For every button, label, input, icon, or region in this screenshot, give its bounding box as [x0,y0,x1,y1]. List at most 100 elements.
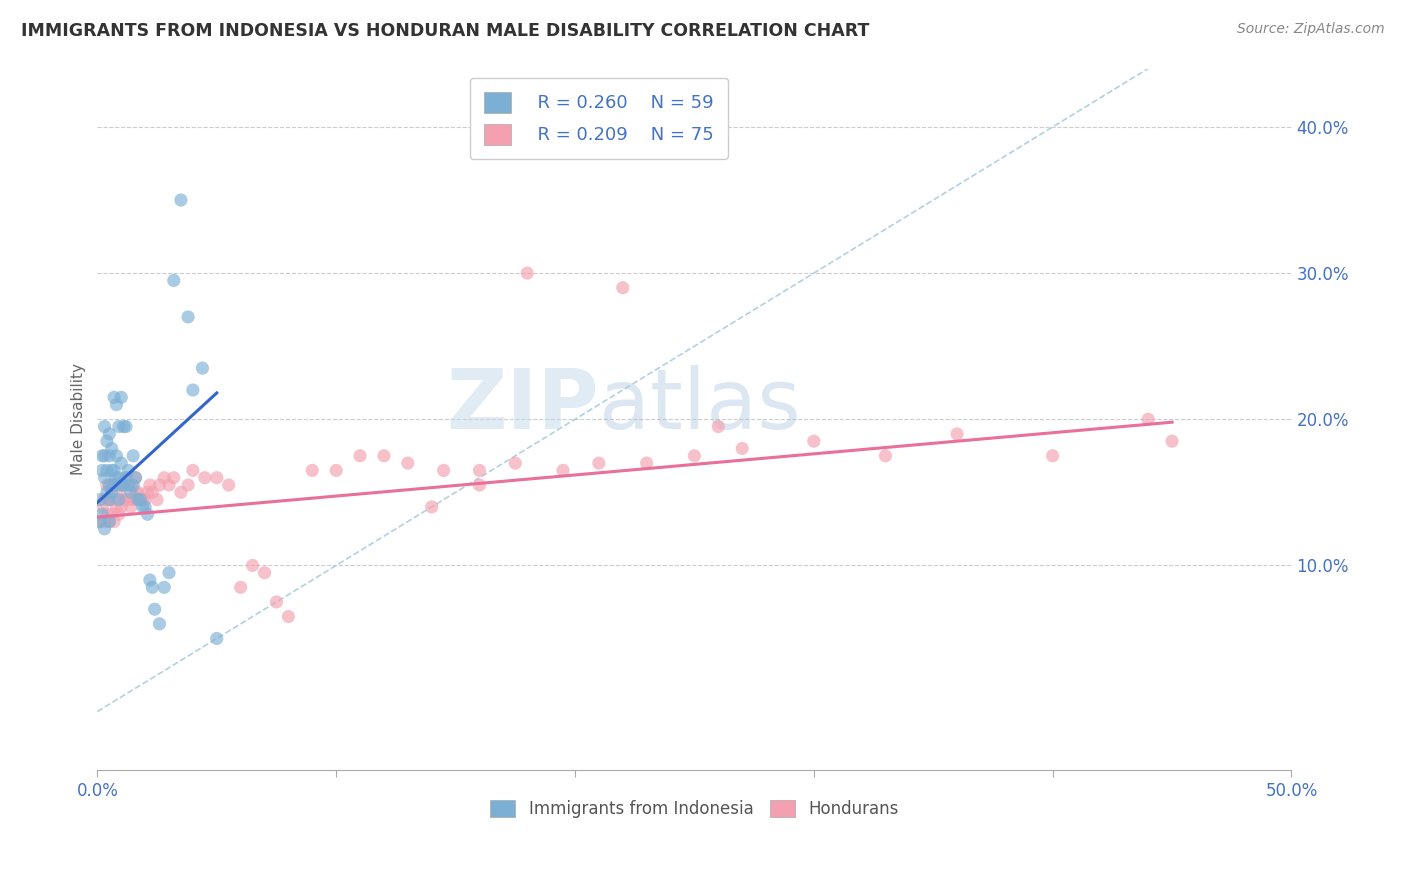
Immigrants from Indonesia [100,463,122,477]
Hondurans [98,492,121,507]
Text: ZIP: ZIP [446,365,599,446]
Hondurans [588,456,610,470]
Hondurans [124,485,146,500]
Immigrants from Indonesia [96,485,118,500]
Hondurans [132,492,155,507]
Hondurans [136,485,159,500]
Immigrants from Indonesia [89,492,111,507]
Hondurans [503,456,526,470]
Hondurans [1042,449,1064,463]
Hondurans [242,558,264,573]
Y-axis label: Male Disability: Male Disability [72,363,86,475]
Immigrants from Indonesia [153,580,176,594]
Hondurans [105,478,128,492]
Hondurans [103,492,125,507]
Immigrants from Indonesia [108,492,131,507]
Hondurans [325,463,347,477]
Immigrants from Indonesia [103,478,125,492]
Hondurans [103,515,125,529]
Text: Source: ZipAtlas.com: Source: ZipAtlas.com [1237,22,1385,37]
Hondurans [89,515,111,529]
Hondurans [108,508,131,522]
Hondurans [141,485,163,500]
Hondurans [110,500,132,514]
Immigrants from Indonesia [93,419,115,434]
Immigrants from Indonesia [181,383,204,397]
Immigrants from Indonesia [105,471,128,485]
Hondurans [112,478,135,492]
Hondurans [112,492,135,507]
Immigrants from Indonesia [103,463,125,477]
Hondurans [98,515,121,529]
Immigrants from Indonesia [105,449,128,463]
Immigrants from Indonesia [108,419,131,434]
Immigrants from Indonesia [91,508,114,522]
Hondurans [108,485,131,500]
Hondurans [277,609,299,624]
Hondurans [1137,412,1160,426]
Immigrants from Indonesia [96,434,118,449]
Immigrants from Indonesia [110,390,132,404]
Hondurans [181,463,204,477]
Immigrants from Indonesia [127,492,149,507]
Hondurans [516,266,538,280]
Immigrants from Indonesia [105,398,128,412]
Hondurans [163,471,186,485]
Hondurans [420,500,443,514]
Immigrants from Indonesia [122,478,145,492]
Immigrants from Indonesia [89,515,111,529]
Hondurans [396,456,419,470]
Hondurans [93,515,115,529]
Text: IMMIGRANTS FROM INDONESIA VS HONDURAN MALE DISABILITY CORRELATION CHART: IMMIGRANTS FROM INDONESIA VS HONDURAN MA… [21,22,869,40]
Immigrants from Indonesia [93,522,115,536]
Immigrants from Indonesia [124,471,146,485]
Immigrants from Indonesia [143,602,166,616]
Immigrants from Indonesia [98,426,121,441]
Hondurans [433,463,456,477]
Immigrants from Indonesia [141,580,163,594]
Immigrants from Indonesia [163,273,186,287]
Immigrants from Indonesia [117,463,139,477]
Immigrants from Indonesia [170,193,193,207]
Immigrants from Indonesia [112,419,135,434]
Immigrants from Indonesia [134,500,156,514]
Immigrants from Indonesia [136,508,159,522]
Immigrants from Indonesia [120,485,142,500]
Hondurans [468,478,491,492]
Hondurans [100,478,122,492]
Hondurans [612,281,634,295]
Hondurans [139,478,162,492]
Hondurans [91,500,114,514]
Text: atlas: atlas [599,365,800,446]
Hondurans [218,478,240,492]
Immigrants from Indonesia [100,442,122,456]
Immigrants from Indonesia [93,471,115,485]
Hondurans [551,463,574,477]
Hondurans [349,449,371,463]
Hondurans [105,500,128,514]
Hondurans [129,492,152,507]
Hondurans [636,456,658,470]
Hondurans [229,580,252,594]
Hondurans [177,478,200,492]
Immigrants from Indonesia [98,478,121,492]
Immigrants from Indonesia [122,449,145,463]
Immigrants from Indonesia [157,566,180,580]
Hondurans [122,492,145,507]
Legend: Immigrants from Indonesia, Hondurans: Immigrants from Indonesia, Hondurans [484,793,905,825]
Hondurans [373,449,395,463]
Hondurans [96,508,118,522]
Hondurans [117,492,139,507]
Hondurans [124,471,146,485]
Hondurans [205,471,228,485]
Hondurans [875,449,897,463]
Immigrants from Indonesia [98,515,121,529]
Immigrants from Indonesia [129,492,152,507]
Hondurans [110,478,132,492]
Hondurans [683,449,706,463]
Hondurans [803,434,825,449]
Immigrants from Indonesia [93,449,115,463]
Hondurans [146,492,169,507]
Hondurans [266,595,288,609]
Immigrants from Indonesia [112,478,135,492]
